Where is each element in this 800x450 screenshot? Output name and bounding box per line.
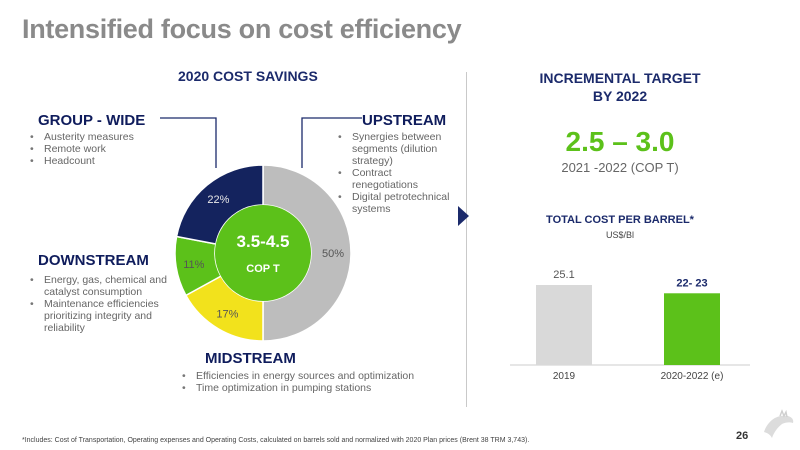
- cost-per-barrel-chart: 25.1 2019 22- 23 2020-2022 (e): [510, 269, 750, 382]
- group-wide-heading: GROUP - WIDE: [38, 112, 146, 129]
- donut-label-upstream: 50%: [322, 248, 344, 260]
- downstream-list: Energy, gas, chemical and catalyst consu…: [28, 274, 178, 334]
- upstream-list: Synergies between segments (dilution str…: [336, 131, 456, 215]
- section-divider: [466, 72, 467, 407]
- upstream-heading: UPSTREAM: [362, 112, 447, 129]
- group-wide-item: Austerity measures: [28, 131, 168, 143]
- downstream-item: Energy, gas, chemical and catalyst consu…: [28, 274, 178, 298]
- bar-value-label-1: 22- 23: [676, 277, 707, 289]
- donut-label-downstream: 11%: [183, 259, 204, 271]
- group-wide-item: Remote work: [28, 143, 168, 155]
- connector-upstream: [301, 117, 362, 168]
- upstream-item: Contract renegotiations: [336, 167, 456, 191]
- midstream-list: Efficiencies in energy sources and optim…: [180, 370, 460, 394]
- upstream-item: Synergies between segments (dilution str…: [336, 131, 456, 167]
- arrow-right-icon: [458, 206, 469, 226]
- category-label-1: 2020-2022 (e): [661, 371, 724, 382]
- group-wide-list: Austerity measuresRemote workHeadcount: [28, 131, 168, 167]
- bar-1: [664, 293, 720, 365]
- target-subtitle: 2021 -2022 (COP T): [561, 160, 679, 175]
- chart-title: TOTAL COST PER BARREL*: [546, 214, 694, 226]
- savings-title: 2020 COST SAVINGS: [178, 68, 318, 84]
- downstream-heading: DOWNSTREAM: [38, 252, 149, 269]
- midstream-item: Time optimization in pumping stations: [180, 382, 460, 394]
- center-value: 3.5-4.5: [237, 232, 290, 251]
- page-number: 26: [736, 430, 749, 442]
- center-unit: COP T: [246, 263, 280, 275]
- connector-lines: [160, 117, 362, 168]
- page-title: Intensified focus on cost efficiency: [22, 14, 462, 44]
- footnote: *Includes: Cost of Transportation, Opera…: [22, 437, 530, 444]
- upstream-item: Digital petrotechnical systems: [336, 191, 456, 215]
- bar-value-label-0: 25.1: [553, 269, 574, 281]
- bar-0: [536, 285, 592, 365]
- target-value: 2.5 – 3.0: [565, 126, 675, 157]
- donut-center: [215, 205, 311, 301]
- savings-donut-chart: 50% 17% 11% 22% 3.5-4.5 COP T: [174, 164, 352, 342]
- group-wide-item: Headcount: [28, 155, 168, 167]
- donut-label-group-wide: 22%: [207, 194, 229, 206]
- chart-ylabel: US$/Bl: [605, 230, 634, 240]
- connector-group-wide: [160, 117, 217, 168]
- donut-label-midstream: 17%: [216, 308, 238, 320]
- downstream-item: Maintenance efficiencies prioritizing in…: [28, 298, 178, 334]
- midstream-item: Efficiencies in energy sources and optim…: [180, 370, 460, 382]
- target-title-line1: INCREMENTAL TARGET: [539, 70, 701, 86]
- iguana-logo-icon: [764, 409, 794, 438]
- category-label-0: 2019: [553, 371, 576, 382]
- midstream-heading: MIDSTREAM: [205, 350, 296, 367]
- target-title-line2: BY 2022: [592, 88, 648, 104]
